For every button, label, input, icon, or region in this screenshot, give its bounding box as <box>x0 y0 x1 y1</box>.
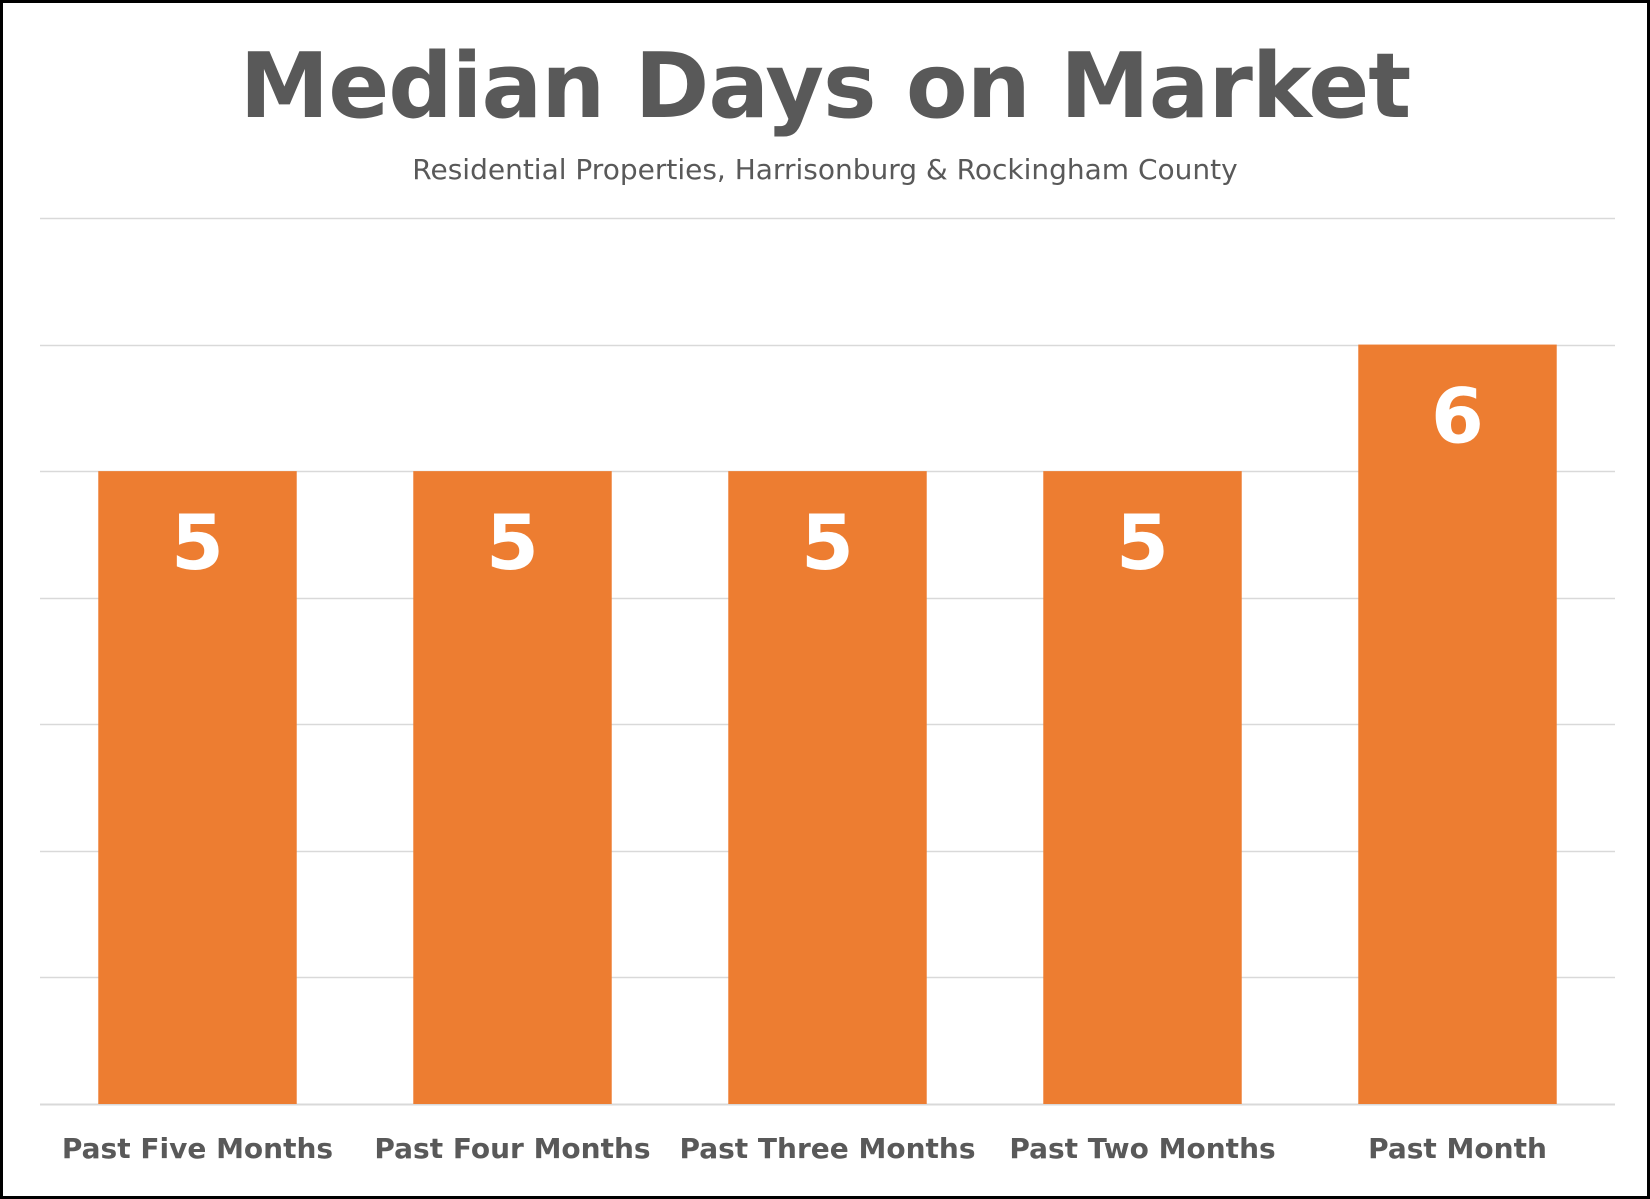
bars <box>98 344 1557 1105</box>
bar <box>413 471 612 1105</box>
data-labels: 5 5 5 5 6 <box>171 372 1484 588</box>
bar <box>1043 471 1242 1105</box>
data-label: 6 <box>1431 372 1484 461</box>
bar <box>1358 344 1557 1105</box>
chart-title: Median Days on Market <box>239 34 1412 139</box>
category-label: Past Month <box>1368 1132 1547 1165</box>
data-label: 5 <box>171 498 224 587</box>
chart-subtitle: Residential Properties, Harrisonburg & R… <box>412 153 1238 186</box>
category-labels: Past Five Months Past Four Months Past Thr… <box>62 1132 1547 1165</box>
data-label: 5 <box>1116 498 1169 587</box>
bar <box>728 471 927 1105</box>
data-label: 5 <box>801 498 854 587</box>
category-label: Past Two Months <box>1009 1132 1275 1165</box>
data-label: 5 <box>486 498 539 587</box>
category-label: Past Five Months <box>62 1132 333 1165</box>
category-label: Past Three Months <box>679 1132 975 1165</box>
category-label: Past Four Months <box>374 1132 650 1165</box>
bar <box>98 471 297 1105</box>
